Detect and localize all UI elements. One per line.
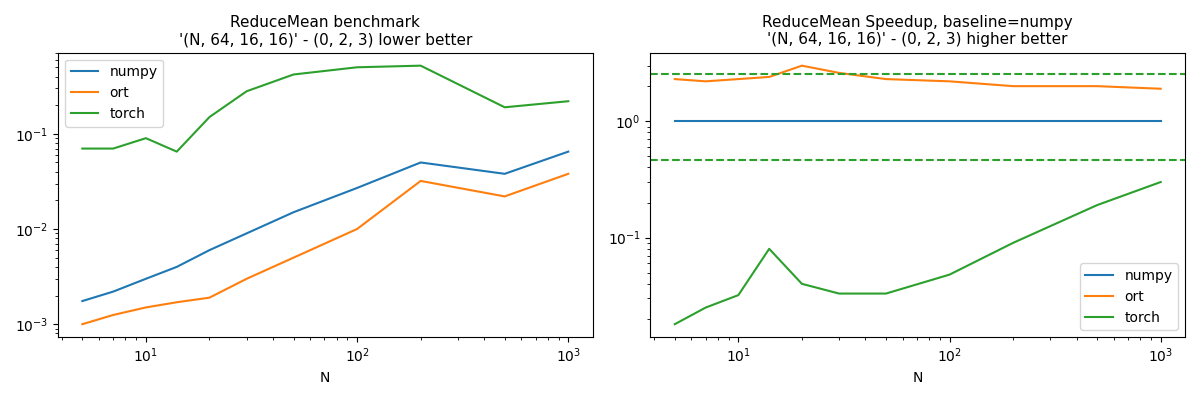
ort [498,194,512,199]
torch [240,89,254,94]
ort [1090,84,1104,88]
torch [1006,240,1020,245]
torch [762,246,776,251]
ort [414,178,428,183]
numpy [794,119,809,124]
numpy [287,210,301,215]
torch [1153,180,1168,184]
numpy [942,119,956,124]
torch [203,115,217,120]
ort [878,77,893,82]
torch [76,146,90,151]
torch [498,105,512,110]
torch [942,272,956,277]
Line: ort: ort [83,174,569,324]
torch [169,149,184,154]
torch [794,282,809,286]
torch [832,291,846,296]
ort [562,172,576,176]
Line: torch: torch [674,182,1160,324]
ort [794,63,809,68]
ort [1153,86,1168,91]
ort [240,276,254,281]
numpy [414,160,428,165]
Line: ort: ort [674,66,1160,89]
numpy [203,248,217,252]
X-axis label: N: N [912,371,923,385]
ort [139,305,154,310]
ort [76,322,90,326]
torch [878,291,893,296]
torch [667,322,682,326]
numpy [169,264,184,269]
numpy [698,119,713,124]
numpy [139,276,154,281]
Legend: numpy, ort, torch: numpy, ort, torch [1080,263,1178,330]
ort [1006,84,1020,88]
torch [731,293,745,298]
numpy [762,119,776,124]
numpy [1153,119,1168,124]
torch [698,305,713,310]
numpy [498,172,512,176]
ort [832,70,846,75]
torch [139,136,154,140]
X-axis label: N: N [320,371,330,385]
torch [106,146,120,151]
ort [762,74,776,79]
torch [562,99,576,104]
numpy [240,231,254,236]
Title: ReduceMean Speedup, baseline=numpy
'(N, 64, 16, 16)' - (0, 2, 3) higher better: ReduceMean Speedup, baseline=numpy '(N, … [762,15,1073,47]
numpy [76,299,90,304]
numpy [106,289,120,294]
ort [942,79,956,84]
numpy [731,119,745,124]
Line: torch: torch [83,66,569,152]
Title: ReduceMean benchmark
'(N, 64, 16, 16)' - (0, 2, 3) lower better: ReduceMean benchmark '(N, 64, 16, 16)' -… [179,15,472,47]
ort [203,295,217,300]
ort [731,77,745,82]
numpy [1090,119,1104,124]
numpy [350,186,365,190]
numpy [562,149,576,154]
torch [350,65,365,70]
Legend: numpy, ort, torch: numpy, ort, torch [65,60,163,127]
numpy [832,119,846,124]
torch [414,63,428,68]
Line: numpy: numpy [83,152,569,301]
ort [287,255,301,260]
torch [287,72,301,77]
ort [667,77,682,82]
numpy [878,119,893,124]
torch [1090,203,1104,208]
ort [169,300,184,305]
numpy [1006,119,1020,124]
ort [350,227,365,232]
ort [698,79,713,84]
ort [106,312,120,317]
numpy [667,119,682,124]
